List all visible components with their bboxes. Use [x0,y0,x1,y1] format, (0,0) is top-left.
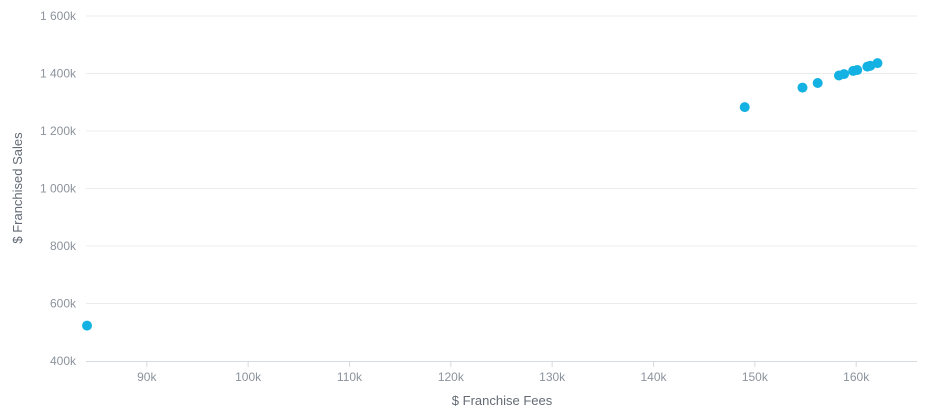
y-tick-label: 1 400k [40,67,77,81]
x-axis-title: $ Franchise Fees [452,393,553,408]
x-tick-label: 90k [137,370,157,384]
x-tick-label: 150k [742,370,769,384]
data-point[interactable] [839,69,850,80]
y-tick-label: 800k [50,239,77,253]
y-tick-label: 400k [50,354,77,368]
x-tick-label: 140k [640,370,667,384]
x-tick-label: 100k [235,370,262,384]
x-tick-label: 160k [843,370,870,384]
data-point[interactable] [739,102,750,113]
y-tick-label: 1 200k [40,124,77,138]
gridlines [86,15,917,304]
y-tick-label: 1 000k [40,182,77,196]
x-tick-label: 110k [337,370,363,384]
axes: 400k 600k 800k 1 000k 1 200k 1 400k 1 600k 90k 1… [40,9,917,384]
y-axis-title: $ Franchised Sales [10,132,25,244]
x-tick-label: 130k [539,370,566,384]
data-point[interactable] [872,58,883,69]
data-points [82,58,883,331]
data-point[interactable] [82,320,93,331]
y-tick-label: 600k [50,297,77,311]
data-point[interactable] [812,77,823,88]
data-point[interactable] [852,65,863,76]
y-tick-label: 1 600k [40,9,77,23]
x-tick-label: 120k [438,370,465,384]
data-point[interactable] [797,82,808,93]
